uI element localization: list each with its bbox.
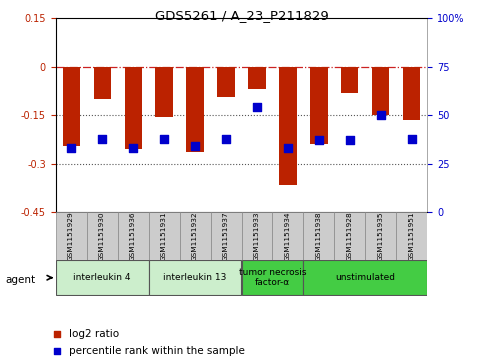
Text: interleukin 13: interleukin 13 [163, 273, 227, 282]
Text: GSM1151937: GSM1151937 [223, 211, 229, 261]
Bar [242, 260, 303, 295]
Point [160, 136, 168, 142]
Text: GSM1151928: GSM1151928 [347, 211, 353, 261]
Bar [62, 67, 80, 146]
Text: GSM1151930: GSM1151930 [99, 211, 105, 261]
Text: GSM1151935: GSM1151935 [378, 211, 384, 261]
Text: GSM1151933: GSM1151933 [254, 211, 260, 261]
Point [191, 143, 199, 149]
Bar [217, 67, 235, 97]
Text: GSM1151929: GSM1151929 [68, 211, 74, 261]
Point [67, 145, 75, 151]
Point [129, 145, 137, 151]
Bar [186, 67, 203, 152]
Bar [125, 67, 142, 149]
Bar [366, 212, 397, 260]
Text: log2 ratio: log2 ratio [69, 329, 119, 339]
Bar [211, 212, 242, 260]
Point [315, 138, 323, 143]
Text: agent: agent [6, 275, 36, 285]
Point [346, 138, 354, 143]
Point [255, 104, 262, 110]
Bar [303, 212, 334, 260]
Bar [56, 260, 149, 295]
Text: percentile rank within the sample: percentile rank within the sample [69, 346, 244, 356]
Text: GSM1151934: GSM1151934 [285, 211, 291, 261]
Text: unstimulated: unstimulated [336, 273, 396, 282]
Bar [280, 67, 297, 185]
Text: tumor necrosis
factor-α: tumor necrosis factor-α [239, 268, 306, 287]
Text: GSM1151951: GSM1151951 [409, 211, 415, 261]
Point [98, 136, 106, 142]
Text: GSM1151931: GSM1151931 [161, 211, 167, 261]
Bar [56, 212, 86, 260]
Point [377, 113, 385, 118]
Text: interleukin 4: interleukin 4 [73, 273, 131, 282]
Bar [272, 212, 303, 260]
Bar [86, 212, 117, 260]
Bar [94, 67, 111, 99]
Bar [180, 212, 211, 260]
Point [222, 136, 230, 142]
Bar [403, 67, 421, 120]
Text: GSM1151932: GSM1151932 [192, 211, 198, 261]
Bar [248, 67, 266, 89]
Text: GSM1151938: GSM1151938 [316, 211, 322, 261]
Bar [156, 67, 172, 117]
Bar [117, 212, 149, 260]
Point [284, 145, 292, 151]
Text: GDS5261 / A_23_P211829: GDS5261 / A_23_P211829 [155, 9, 328, 22]
Bar [311, 67, 327, 144]
Text: GSM1151936: GSM1151936 [130, 211, 136, 261]
Bar [372, 67, 389, 115]
Bar [242, 212, 272, 260]
Point [255, 261, 262, 267]
Bar [334, 212, 366, 260]
Point [408, 136, 416, 142]
Point [253, 105, 261, 110]
Bar [149, 212, 180, 260]
Bar [397, 212, 427, 260]
Bar [149, 260, 242, 295]
Bar [303, 260, 427, 295]
Bar [341, 67, 358, 93]
